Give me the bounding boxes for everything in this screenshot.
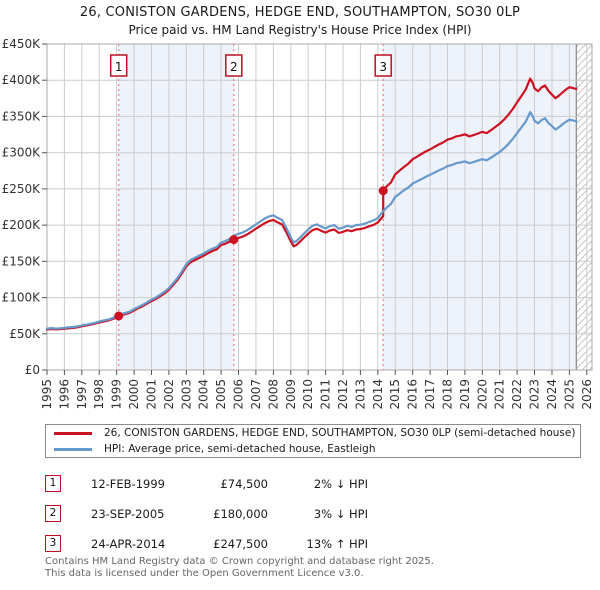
- svg-text:2002: 2002: [162, 379, 176, 410]
- svg-text:2024: 2024: [545, 379, 559, 410]
- svg-text:1995: 1995: [40, 379, 54, 410]
- transaction-row-1: 1 12-FEB-1999 £74,500 2% ↓ HPI: [45, 474, 385, 493]
- price-paid-hpi-adjusted-line: [45, 77, 578, 331]
- svg-text:2026: 2026: [580, 379, 594, 410]
- svg-text:£0: £0: [25, 363, 40, 377]
- svg-text:1998: 1998: [92, 379, 106, 410]
- price-line-swatch: [54, 431, 92, 435]
- svg-text:1: 1: [115, 60, 123, 74]
- transaction-1-badge: 1: [45, 475, 61, 492]
- transaction-row-3: 3 24-APR-2014 £247,500 13% ↑ HPI: [45, 534, 385, 553]
- transaction-2-date: 23-SEP-2005: [91, 506, 165, 521]
- svg-text:2003: 2003: [179, 379, 193, 410]
- svg-text:£350K: £350K: [2, 109, 42, 123]
- license-footer: Contains HM Land Registry data © Crown c…: [45, 556, 585, 579]
- page-subtitle: Price paid vs. HM Land Registry's House …: [128, 23, 472, 37]
- svg-text:£400K: £400K: [2, 73, 42, 87]
- svg-text:3: 3: [379, 60, 387, 74]
- svg-text:2011: 2011: [319, 379, 333, 410]
- svg-text:2013: 2013: [353, 379, 367, 410]
- future-hatch-region: [575, 44, 592, 370]
- svg-text:2018: 2018: [441, 379, 455, 410]
- axis-labels: £0 £50K £100K £150K £200K £250K £300K £350K £400…: [2, 37, 594, 410]
- svg-text:2004: 2004: [197, 379, 211, 410]
- svg-text:2022: 2022: [510, 379, 524, 410]
- footer-line-2: This data is licensed under the Open Gov…: [45, 567, 364, 579]
- transaction-2-hpi-delta: 3% ↓ HPI: [313, 506, 368, 521]
- svg-text:2006: 2006: [232, 379, 246, 410]
- legend-row-price: 26, CONISTON GARDENS, HEDGE END, SOUTHAM…: [54, 427, 580, 440]
- svg-text:2021: 2021: [493, 379, 507, 410]
- svg-text:2005: 2005: [214, 379, 228, 410]
- svg-text:2017: 2017: [423, 379, 437, 410]
- price-history-chart: 1 2 3 £0 £50K £100K £150K £200K £250K £300K £350K £…: [2, 37, 594, 410]
- svg-text:2012: 2012: [336, 379, 350, 410]
- svg-text:2014: 2014: [371, 379, 385, 410]
- svg-text:2019: 2019: [458, 379, 472, 410]
- svg-text:2009: 2009: [284, 379, 298, 410]
- transaction-3-date: 24-APR-2014: [91, 536, 166, 551]
- transaction-2-badge: 2: [45, 505, 61, 522]
- svg-text:1997: 1997: [75, 379, 89, 410]
- svg-text:£300K: £300K: [2, 146, 42, 160]
- svg-text:£150K: £150K: [2, 254, 42, 268]
- legend-label-price: 26, CONISTON GARDENS, HEDGE END, SOUTHAM…: [104, 427, 576, 439]
- transaction-3-price: £247,500: [213, 536, 268, 551]
- sale-markers: [114, 186, 388, 321]
- transaction-1-price: £74,500: [220, 476, 268, 491]
- transaction-3-badge: 3: [45, 535, 61, 552]
- plot-border: [46, 43, 593, 371]
- svg-text:£450K: £450K: [2, 37, 42, 51]
- transaction-2-price: £180,000: [213, 506, 268, 521]
- legend-row-hpi: HPI: Average price, semi-detached house,…: [54, 443, 580, 456]
- footer-line-1: Contains HM Land Registry data © Crown c…: [45, 556, 434, 567]
- transaction-1-hpi-delta: 2% ↓ HPI: [313, 476, 368, 491]
- sale-number-badges: 1 2 3: [109, 54, 392, 77]
- legend: 26, CONISTON GARDENS, HEDGE END, SOUTHAM…: [45, 424, 581, 458]
- ownership-bands: [118, 44, 577, 370]
- hpi-eastleigh-semi-detached-line: [45, 110, 578, 330]
- svg-text:2023: 2023: [528, 379, 542, 410]
- svg-text:£100K: £100K: [2, 291, 42, 305]
- svg-text:2016: 2016: [406, 379, 420, 410]
- legend-label-hpi: HPI: Average price, semi-detached house,…: [104, 443, 376, 455]
- svg-text:2025: 2025: [562, 379, 576, 410]
- svg-text:1996: 1996: [57, 379, 71, 410]
- svg-text:1999: 1999: [110, 379, 124, 410]
- svg-text:2001: 2001: [145, 379, 159, 410]
- transaction-row-2: 2 23-SEP-2005 £180,000 3% ↓ HPI: [45, 504, 385, 523]
- svg-text:2020: 2020: [475, 379, 489, 410]
- svg-text:2: 2: [230, 60, 238, 74]
- svg-text:£50K: £50K: [9, 327, 41, 341]
- svg-text:2008: 2008: [266, 379, 280, 410]
- svg-text:£250K: £250K: [2, 182, 42, 196]
- svg-text:£200K: £200K: [2, 218, 42, 232]
- hpi-line-swatch: [54, 447, 92, 451]
- svg-text:2010: 2010: [301, 379, 315, 410]
- svg-text:2015: 2015: [388, 379, 402, 410]
- page-title: 26, CONISTON GARDENS, HEDGE END, SOUTHAM…: [79, 5, 521, 20]
- chart-canvas: 1 2 3£0£50K£100K£150K£200K£250K£300K£350K£…: [2, 37, 594, 410]
- transaction-1-date: 12-FEB-1999: [91, 476, 165, 491]
- svg-text:2007: 2007: [249, 379, 263, 410]
- svg-text:2000: 2000: [127, 379, 141, 410]
- transaction-3-hpi-delta: 13% ↑ HPI: [306, 536, 368, 551]
